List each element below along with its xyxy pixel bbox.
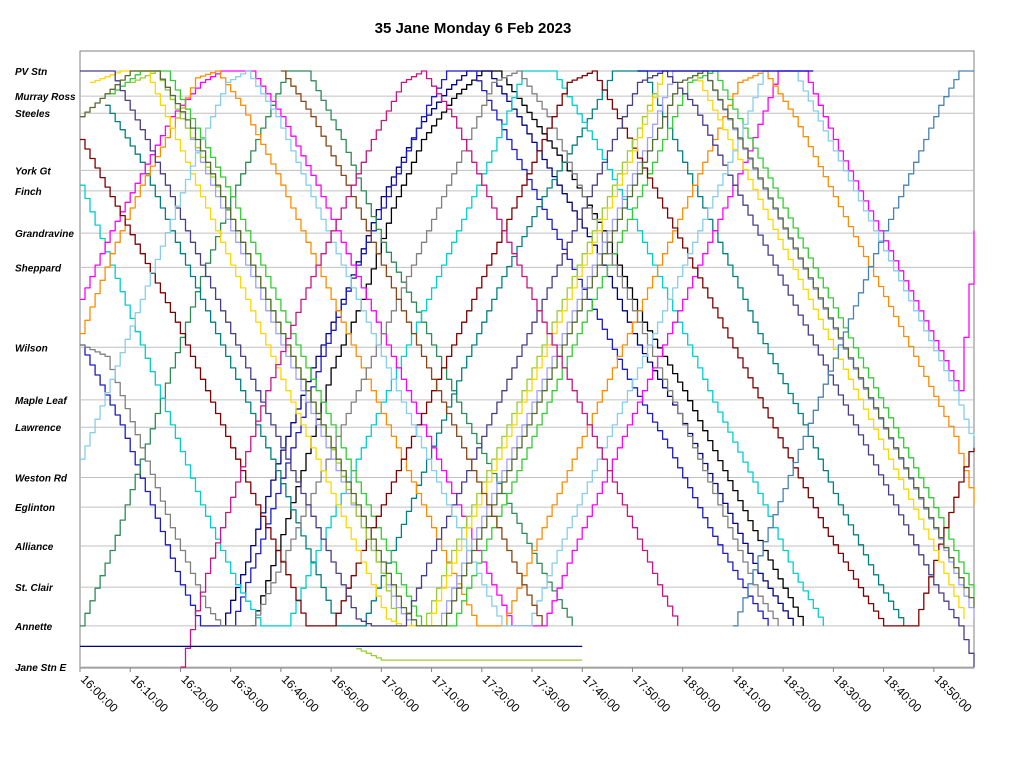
bus-trip-line	[356, 648, 583, 661]
stop-label: York Gt	[15, 166, 51, 177]
bus-trip-line	[90, 70, 965, 627]
stop-labels: PV Stn Murray Ross Steeles York Gt Finch Gran…	[14, 67, 76, 674]
x-tick-label: 17:20:00	[480, 672, 523, 715]
x-tick-label: 18:20:00	[781, 672, 824, 715]
stop-label: Jane Stn E	[15, 663, 66, 674]
stop-label: Steeles	[15, 109, 50, 120]
stop-label: Maple Leaf	[15, 396, 68, 407]
x-tick-label: 18:10:00	[731, 672, 774, 715]
stop-label: St. Clair	[15, 583, 54, 594]
stop-label: Wilson	[15, 343, 48, 354]
bus-trip-line	[280, 70, 543, 626]
bus-trip-line	[110, 70, 975, 627]
bus-trip-line	[80, 70, 824, 627]
x-tick-label: 17:10:00	[429, 672, 472, 715]
bus-trip-line	[80, 70, 975, 627]
stop-label: Sheppard	[15, 263, 62, 274]
x-tick-label: 17:50:00	[630, 672, 673, 715]
x-tick-label: 16:50:00	[329, 672, 372, 715]
stop-label: Alliance	[14, 542, 54, 553]
x-tick-label: 16:00:00	[78, 672, 121, 715]
bus-trip-line	[80, 70, 769, 627]
x-tick-label: 17:40:00	[580, 672, 623, 715]
x-tick-label: 17:30:00	[530, 672, 573, 715]
time-tick-labels: 16:00:00 16:10:00 16:20:00 16:30:00 16:40:00…	[78, 668, 975, 715]
x-tick-label: 16:20:00	[178, 672, 221, 715]
stop-label: Murray Ross	[15, 92, 76, 103]
stop-label: Eglinton	[15, 503, 55, 514]
bus-trip-line	[105, 70, 905, 627]
stop-label: Annette	[14, 622, 53, 633]
stop-label: Finch	[15, 187, 42, 198]
x-tick-label: 18:40:00	[881, 672, 924, 715]
x-tick-label: 16:30:00	[229, 672, 272, 715]
bus-trip-line	[80, 70, 975, 667]
stop-label: Lawrence	[15, 423, 62, 434]
series-lines	[80, 70, 975, 668]
stop-label: Grandravine	[15, 229, 74, 240]
x-tick-label: 18:30:00	[831, 672, 874, 715]
bus-trip-line	[80, 70, 779, 627]
stop-label: PV Stn	[15, 67, 47, 78]
x-tick-label: 18:50:00	[932, 672, 975, 715]
bus-trip-line	[732, 70, 974, 627]
grid-lines	[80, 70, 974, 668]
x-tick-label: 18:00:00	[681, 672, 724, 715]
x-tick-label: 17:00:00	[379, 672, 422, 715]
stop-label: Weston Rd	[15, 473, 68, 484]
bus-trip-line	[80, 70, 975, 627]
x-tick-label: 16:10:00	[128, 672, 171, 715]
bus-trip-line	[80, 70, 975, 627]
bus-trip-line	[80, 70, 975, 627]
x-tick-label: 16:40:00	[279, 672, 322, 715]
bus-trip-line	[250, 70, 804, 627]
chart-title: 35 Jane Monday 6 Feb 2023	[374, 20, 572, 37]
bus-trip-line	[180, 70, 679, 668]
bus-trip-line	[130, 70, 659, 627]
